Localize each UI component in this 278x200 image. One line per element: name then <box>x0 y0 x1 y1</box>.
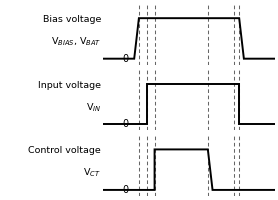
Text: 0: 0 <box>123 54 129 64</box>
Text: V$_{BIAS}$, V$_{BAT}$: V$_{BIAS}$, V$_{BAT}$ <box>51 36 101 48</box>
Text: 0: 0 <box>123 185 129 195</box>
Text: 0: 0 <box>123 119 129 129</box>
Text: V$_{IN}$: V$_{IN}$ <box>86 101 101 114</box>
Text: Bias voltage: Bias voltage <box>43 15 101 24</box>
Text: V$_{CT}$: V$_{CT}$ <box>83 167 101 179</box>
Text: Input voltage: Input voltage <box>38 81 101 90</box>
Text: Control voltage: Control voltage <box>28 146 101 155</box>
